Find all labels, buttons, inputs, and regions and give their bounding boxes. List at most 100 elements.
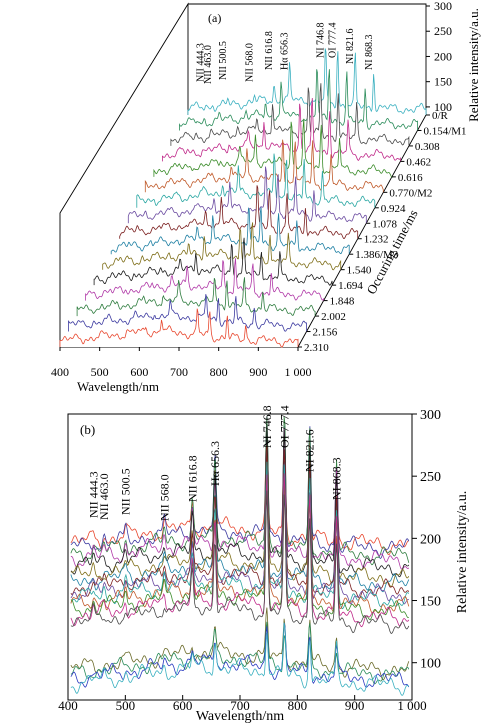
panel-b-x-tick-label: 800 [288, 698, 308, 713]
panel-a-x-tick-label: 600 [130, 365, 148, 379]
panel-a-label: (a) [208, 11, 221, 25]
panel-b-y-tick-label: 150 [420, 595, 441, 610]
panel-b-peak-label: NII 500.5 [119, 468, 133, 515]
panel-a-peak-label: NI 821.6 [345, 28, 356, 64]
panel-b-peak-label: Hα 656.3 [208, 441, 222, 486]
panel-a-spectrum-line [136, 153, 376, 208]
panel-b-peak-label: NII 463.0 [97, 473, 111, 520]
panel-b-x-ticks: 400 500 600 700 800 900 1 000 [58, 695, 427, 713]
panel-a-depth-tick-label: 0.154/M1 [423, 125, 466, 137]
panel-a-depth-tick-label: 1.694 [338, 280, 363, 292]
panel-a-spectrum-line [153, 118, 393, 179]
panel-b-series-line [70, 425, 410, 578]
panel-b-peak-label: NI 868.3 [329, 457, 343, 500]
panel-a-spectrum-line [85, 258, 324, 301]
panel-a-peak-label: NII 463.0 [203, 45, 214, 84]
panel-a-z-tick-label: 150 [434, 75, 452, 89]
panel-a-depth-tick-label: 1.848 [330, 296, 355, 308]
panel-b-peak-label: NII 616.8 [185, 455, 199, 502]
panel-b-x-tick-label: 700 [230, 698, 250, 713]
panel-a-x-ticks: 400 500 600 700 800 900 1 000 [51, 347, 312, 379]
panel-a-back-wall [188, 3, 427, 115]
panel-a-depth-tick-label: 2.310 [304, 342, 329, 354]
panel-b-series-line [70, 428, 410, 570]
panel-b-x-tick-label: 400 [58, 698, 78, 713]
panel-a-depth-tick-label: 0.616 [398, 172, 423, 184]
panel-b-series-line [70, 490, 410, 635]
panel-a-left-wall [59, 2, 189, 347]
panel-a-x-tick-label: 1 000 [285, 365, 312, 379]
panel-a-depth-tick-label: 0.770/M2 [389, 187, 432, 199]
panel-a-spectrum-line [162, 97, 401, 162]
panel-a-z-tick-label: 100 [434, 100, 452, 114]
panel-a-spectrum-line [59, 308, 299, 348]
panel-a-spectrum-line [170, 83, 410, 146]
panel-a-peak-label: NII 444.3 [196, 43, 207, 82]
panel-b-label: (b) [80, 422, 95, 437]
panel-a-x-tick-label: 400 [51, 365, 69, 379]
panel-a-peak-label: Hα 656.3 [280, 33, 291, 70]
panel-b-series-line [70, 622, 410, 688]
panel-a-depth-ticks: 0/R 0.154/M1 0.308 0.462 0.616 0.770/M2 0.924 1… [298, 110, 467, 354]
panel-a-spectrum-line [68, 294, 307, 332]
panel-a-depth-tick-label: 0.308 [415, 141, 440, 153]
panel-a-depth-tick-label: 0.462 [406, 156, 431, 168]
panel-a-z-ticks: 100 150 200 250 300 [426, 0, 452, 114]
panel-a-waterfall: 400 500 600 700 800 900 1 000 100150200250300 … [51, 0, 481, 394]
panel-a-depth-tick-label: 0.924 [381, 203, 406, 215]
panel-b-series-line [70, 416, 410, 566]
panel-a-depth-tick-label: 0/R [432, 110, 449, 122]
panel-b-series-line [70, 449, 410, 593]
panel-b-y-tick-label: 200 [420, 532, 441, 547]
panel-a-spectrum-line [110, 206, 350, 255]
panel-b-y-axis-label: Relative intensity/a.u. [455, 491, 470, 613]
panel-a-spectrum-line [93, 237, 333, 286]
panel-b-series-line [70, 621, 410, 685]
panel-a-z-axis-label: Relative intensity/a.u. [466, 8, 481, 122]
panel-a-z-tick-label: 200 [434, 49, 452, 63]
panel-b-peak-label: NII 568.0 [157, 474, 171, 521]
panel-b-peak-label: NI 746.8 [260, 405, 274, 448]
panel-a-depth-tick-label: 1.232 [364, 234, 389, 246]
panel-a-peak-label: OI 777.4 [328, 22, 339, 58]
panel-a-depth-tick-label: 2.002 [321, 311, 346, 323]
panel-b-x-tick-label: 900 [345, 698, 365, 713]
panel-b-x-tick-label: 1 000 [397, 698, 426, 713]
panel-b-series-line [70, 622, 410, 696]
panel-a-spectrum-line [119, 185, 359, 240]
panel-a-spectrum-line [102, 222, 342, 271]
panel-b-y-tick-label: 100 [420, 657, 441, 672]
panel-a-peak-label: NII 616.8 [264, 31, 275, 70]
panel-a-x-tick-label: 800 [210, 365, 228, 379]
panel-b-series-line [70, 461, 410, 610]
panel-a-peak-label: NII 568.0 [245, 43, 256, 82]
panel-a-x-tick-label: 500 [91, 365, 109, 379]
panel-b-peak-label: NII 444.3 [86, 471, 100, 518]
panel-b-x-tick-label: 500 [116, 698, 136, 713]
panel-b-overlay: 400 500 600 700 800 900 1 000 100150200250300 … [58, 405, 470, 724]
panel-b-series-line [70, 445, 410, 588]
panel-b-plot-frame [67, 413, 413, 701]
panel-a-spectrum-line [144, 139, 384, 193]
panel-b-peak-label: OI 777.4 [277, 405, 291, 448]
panel-a-depth-tick-label: 1.078 [372, 218, 397, 230]
panel-a-x-tick-label: 900 [249, 365, 267, 379]
panel-a-depth-tick-label: 1.386/M3 [355, 249, 399, 261]
panel-b-y-ticks: 100 150 200 250 300 [412, 408, 441, 672]
panel-a-spectrum-line [127, 166, 367, 224]
panel-b-series-line [70, 473, 410, 628]
panel-a-spectrum-line [76, 277, 316, 317]
panel-a-peak-label: NI 746.8 [316, 22, 327, 58]
panel-a-spectra [59, 48, 427, 348]
panel-a-spectrum-line [179, 69, 418, 131]
panel-b-series-line [70, 419, 409, 556]
panel-a-x-axis-label: Wavelength/nm [77, 379, 159, 394]
panel-b-series-line [70, 607, 410, 681]
panel-a-depth-tick-label: 2.156 [313, 327, 338, 339]
panel-a-depth-tick-label: 1.540 [347, 265, 372, 277]
panel-b-y-tick-label: 250 [420, 470, 441, 485]
panel-a-peak-label: NII 500.5 [218, 41, 229, 80]
